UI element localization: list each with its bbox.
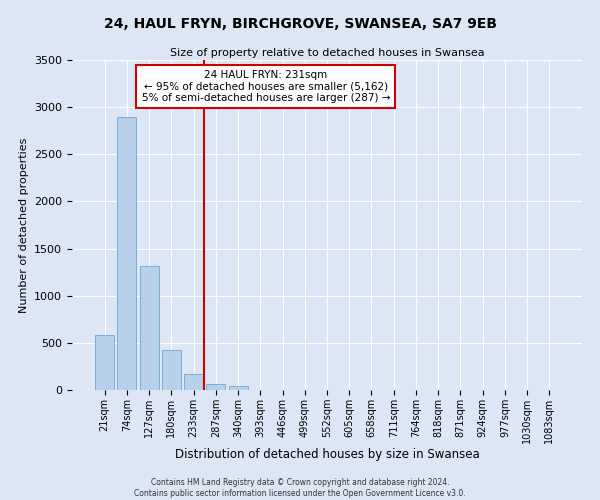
Y-axis label: Number of detached properties: Number of detached properties bbox=[19, 138, 29, 312]
Bar bbox=[162, 350, 181, 390]
Text: 24 HAUL FRYN: 231sqm
← 95% of detached houses are smaller (5,162)
5% of semi-det: 24 HAUL FRYN: 231sqm ← 95% of detached h… bbox=[142, 70, 390, 103]
Bar bbox=[118, 116, 136, 390]
Bar bbox=[140, 266, 158, 390]
X-axis label: Distribution of detached houses by size in Swansea: Distribution of detached houses by size … bbox=[175, 448, 479, 462]
Title: Size of property relative to detached houses in Swansea: Size of property relative to detached ho… bbox=[170, 48, 484, 58]
Text: 24, HAUL FRYN, BIRCHGROVE, SWANSEA, SA7 9EB: 24, HAUL FRYN, BIRCHGROVE, SWANSEA, SA7 … bbox=[104, 18, 497, 32]
Text: Contains HM Land Registry data © Crown copyright and database right 2024.
Contai: Contains HM Land Registry data © Crown c… bbox=[134, 478, 466, 498]
Bar bbox=[184, 374, 203, 390]
Bar bbox=[95, 336, 114, 390]
Bar bbox=[206, 384, 225, 390]
Bar bbox=[229, 386, 248, 390]
